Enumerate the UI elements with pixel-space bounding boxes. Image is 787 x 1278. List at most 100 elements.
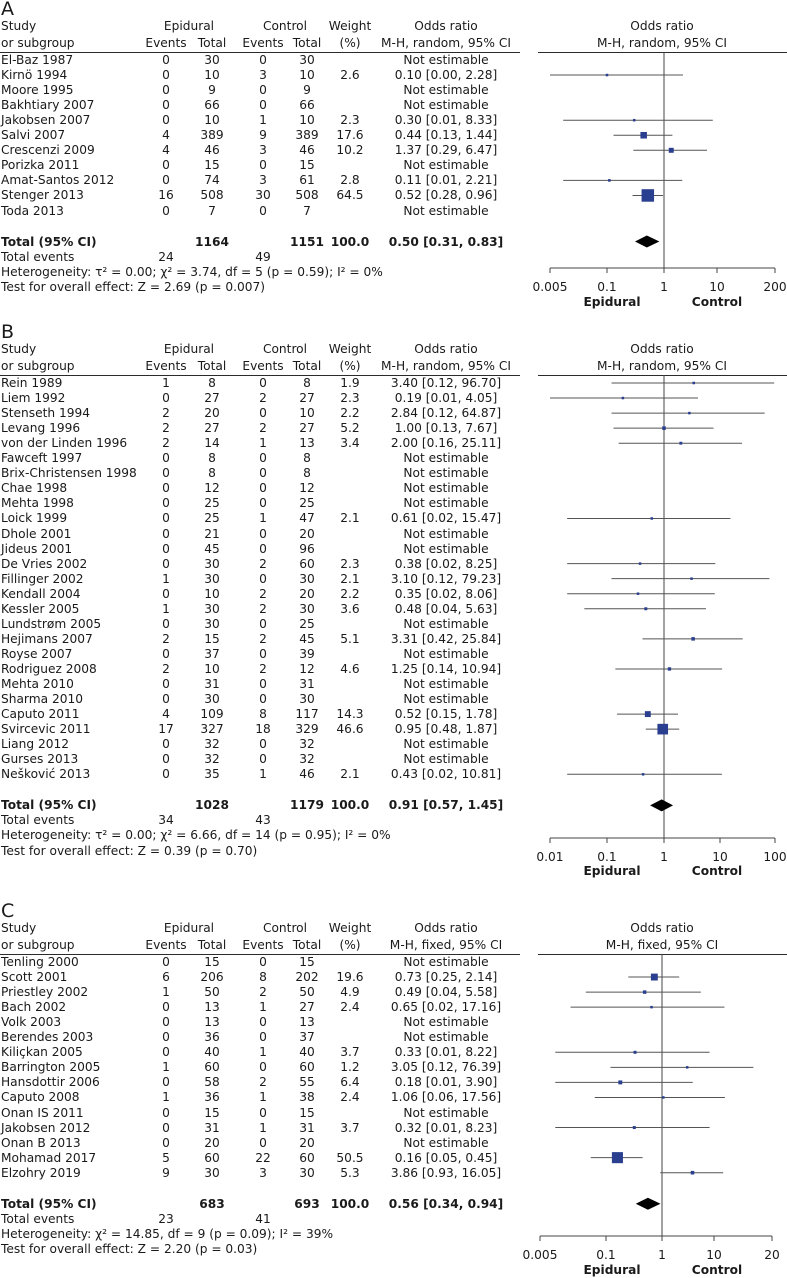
study-odds-ratio: Not estimable xyxy=(403,1135,489,1150)
study-control-total: 7 xyxy=(303,203,311,218)
study-epidural-events: 0 xyxy=(162,1135,170,1150)
study-control-events: 0 xyxy=(259,752,267,767)
study-control-total: 60 xyxy=(299,556,315,571)
study-control-total: 66 xyxy=(299,98,315,113)
study-weight: 4.6 xyxy=(340,661,360,676)
total-events-epidural: 34 xyxy=(158,813,174,828)
study-epidural-events: 0 xyxy=(162,83,170,98)
study-odds-ratio: Not estimable xyxy=(403,481,489,496)
study-epidural-total: 8 xyxy=(208,466,216,481)
study-control-total: 32 xyxy=(299,752,315,767)
study-epidural-total: 10 xyxy=(204,586,220,601)
study-epidural-total: 74 xyxy=(204,173,220,188)
study-epidural-total: 20 xyxy=(204,1135,220,1150)
study-control-events: 1 xyxy=(259,511,267,526)
study-weight: 3.6 xyxy=(340,601,360,616)
study-square xyxy=(640,131,647,139)
study-weight: 1.2 xyxy=(340,1060,360,1075)
study-epidural-events: 0 xyxy=(162,1120,170,1135)
study-weight: 14.3 xyxy=(336,707,364,722)
study-epidural-events: 2 xyxy=(162,406,170,421)
x-tick-label: 1 xyxy=(660,280,668,294)
study-name: Tenling 2000 xyxy=(1,955,79,969)
panel-letter: C xyxy=(1,900,15,922)
study-name: Caputo 2011 xyxy=(1,707,80,722)
study-epidural-total: 30 xyxy=(204,556,220,571)
study-weight: 2.1 xyxy=(340,511,360,526)
study-epidural-events: 0 xyxy=(162,955,170,969)
study-odds-ratio: 0.52 [0.28, 0.96] xyxy=(394,188,498,203)
header-method-plot: M-H, fixed, 95% CI xyxy=(605,938,719,952)
study-square xyxy=(608,179,611,182)
header-total: Total xyxy=(292,36,322,50)
study-name: Stenger 2013 xyxy=(1,188,84,203)
study-control-events: 2 xyxy=(259,601,267,616)
study-epidural-total: 13 xyxy=(204,1000,220,1015)
study-odds-ratio: Not estimable xyxy=(403,53,489,67)
study-odds-ratio: 3.05 [0.12, 76.39] xyxy=(390,1060,502,1075)
study-epidural-events: 0 xyxy=(162,451,170,466)
study-epidural-total: 58 xyxy=(204,1075,220,1090)
study-name: Mohamad 2017 xyxy=(1,1150,97,1165)
study-name: Svircevic 2011 xyxy=(1,722,91,737)
header-control: Control xyxy=(262,921,308,935)
header-percent: (%) xyxy=(339,36,361,50)
study-odds-ratio: Not estimable xyxy=(403,541,489,556)
study-odds-ratio: 0.10 [0.00, 2.28] xyxy=(394,68,498,83)
study-epidural-total: 40 xyxy=(204,1045,220,1060)
study-control-events: 1 xyxy=(259,1000,267,1015)
study-odds-ratio: Not estimable xyxy=(403,83,489,98)
study-control-total: 12 xyxy=(299,661,315,676)
study-control-total: 27 xyxy=(299,391,315,406)
study-epidural-total: 36 xyxy=(204,1090,220,1105)
forest-plot-svg xyxy=(539,954,773,1241)
x-tick-label: 0.1 xyxy=(597,850,617,864)
study-control-total: 30 xyxy=(299,692,315,707)
header-percent: (%) xyxy=(339,359,361,373)
x-tick-label: 0.005 xyxy=(522,1248,558,1262)
study-epidural-events: 2 xyxy=(162,631,170,646)
study-name: Liang 2012 xyxy=(1,737,69,752)
study-epidural-total: 327 xyxy=(200,722,224,737)
study-weight: 2.8 xyxy=(340,173,360,188)
study-weight: 2.3 xyxy=(340,556,360,571)
study-odds-ratio: 0.61 [0.02, 15.47] xyxy=(390,511,502,526)
overall-effect-text: Test for overall effect: Z = 2.69 (p = 0… xyxy=(1,279,266,294)
study-weight: 5.1 xyxy=(340,631,360,646)
favours-left-label: Epidural xyxy=(583,864,641,878)
study-epidural-events: 6 xyxy=(162,970,170,985)
header-subgroup: or subgroup xyxy=(1,36,75,50)
study-epidural-total: 206 xyxy=(200,970,224,985)
study-odds-ratio: 3.10 [0.12, 79.23] xyxy=(390,571,502,586)
study-epidural-total: 13 xyxy=(204,1015,220,1030)
study-square xyxy=(657,723,669,735)
study-square xyxy=(668,147,674,153)
study-control-events: 0 xyxy=(259,1060,267,1075)
study-control-total: 8 xyxy=(303,466,311,481)
study-control-events: 1 xyxy=(259,767,267,782)
study-odds-ratio: Not estimable xyxy=(403,646,489,661)
study-control-events: 0 xyxy=(259,451,267,466)
study-name: Moore 1995 xyxy=(1,83,74,98)
study-control-events: 0 xyxy=(259,203,267,218)
study-name: Sharma 2010 xyxy=(1,692,83,707)
study-square xyxy=(641,773,645,776)
study-odds-ratio: 0.19 [0.01, 4.05] xyxy=(394,391,498,406)
study-control-events: 0 xyxy=(259,541,267,556)
study-odds-ratio: 2.00 [0.16, 25.11] xyxy=(390,436,502,451)
study-name: Jideus 2001 xyxy=(1,541,73,556)
study-epidural-events: 9 xyxy=(162,1165,170,1180)
header-odds-ratio-plot: Odds ratio xyxy=(630,342,694,356)
overall-effect-text: Test for overall effect: Z = 2.20 (p = 0… xyxy=(1,1241,258,1256)
panel-letter: B xyxy=(1,321,15,343)
study-control-events: 1 xyxy=(259,1120,267,1135)
study-control-total: 37 xyxy=(299,1030,315,1045)
study-name: Kessler 2005 xyxy=(1,601,80,616)
study-square xyxy=(632,1126,636,1130)
study-odds-ratio: 0.38 [0.02, 8.25] xyxy=(394,556,498,571)
header-method: M-H, random, 95% CI xyxy=(381,359,511,373)
study-name: Gurses 2013 xyxy=(1,752,79,767)
study-epidural-events: 0 xyxy=(162,556,170,571)
study-epidural-total: 30 xyxy=(204,601,220,616)
study-odds-ratio: Not estimable xyxy=(403,677,489,691)
